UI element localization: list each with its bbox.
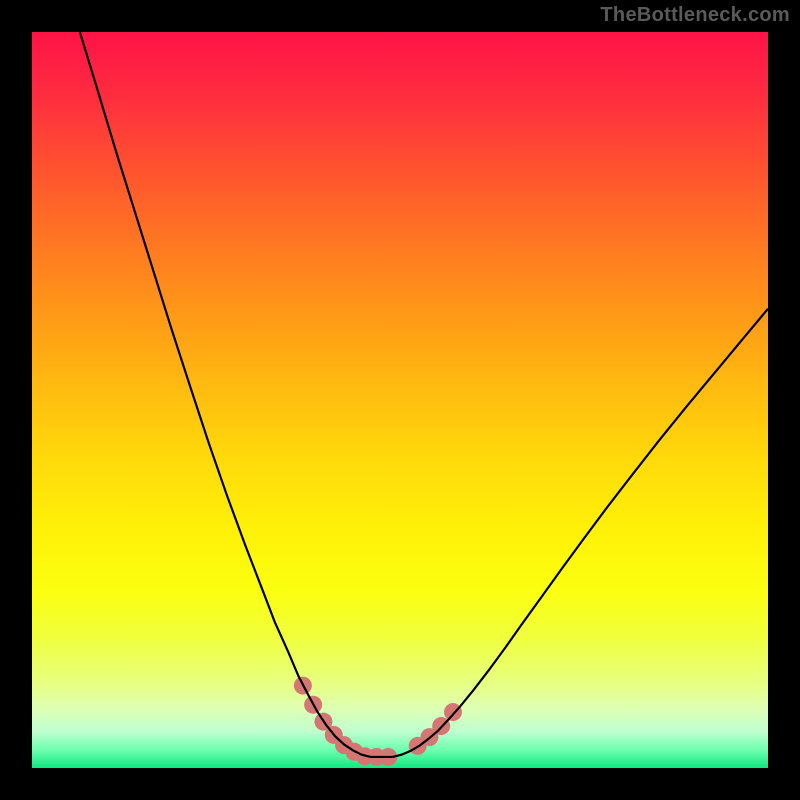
watermark-label: TheBottleneck.com xyxy=(600,4,790,27)
highlight-markers xyxy=(294,677,462,766)
chart-plot-area xyxy=(32,32,768,768)
chart-curves-layer xyxy=(32,32,768,768)
right-curve-line xyxy=(393,309,768,757)
left-curve-line xyxy=(80,32,371,757)
